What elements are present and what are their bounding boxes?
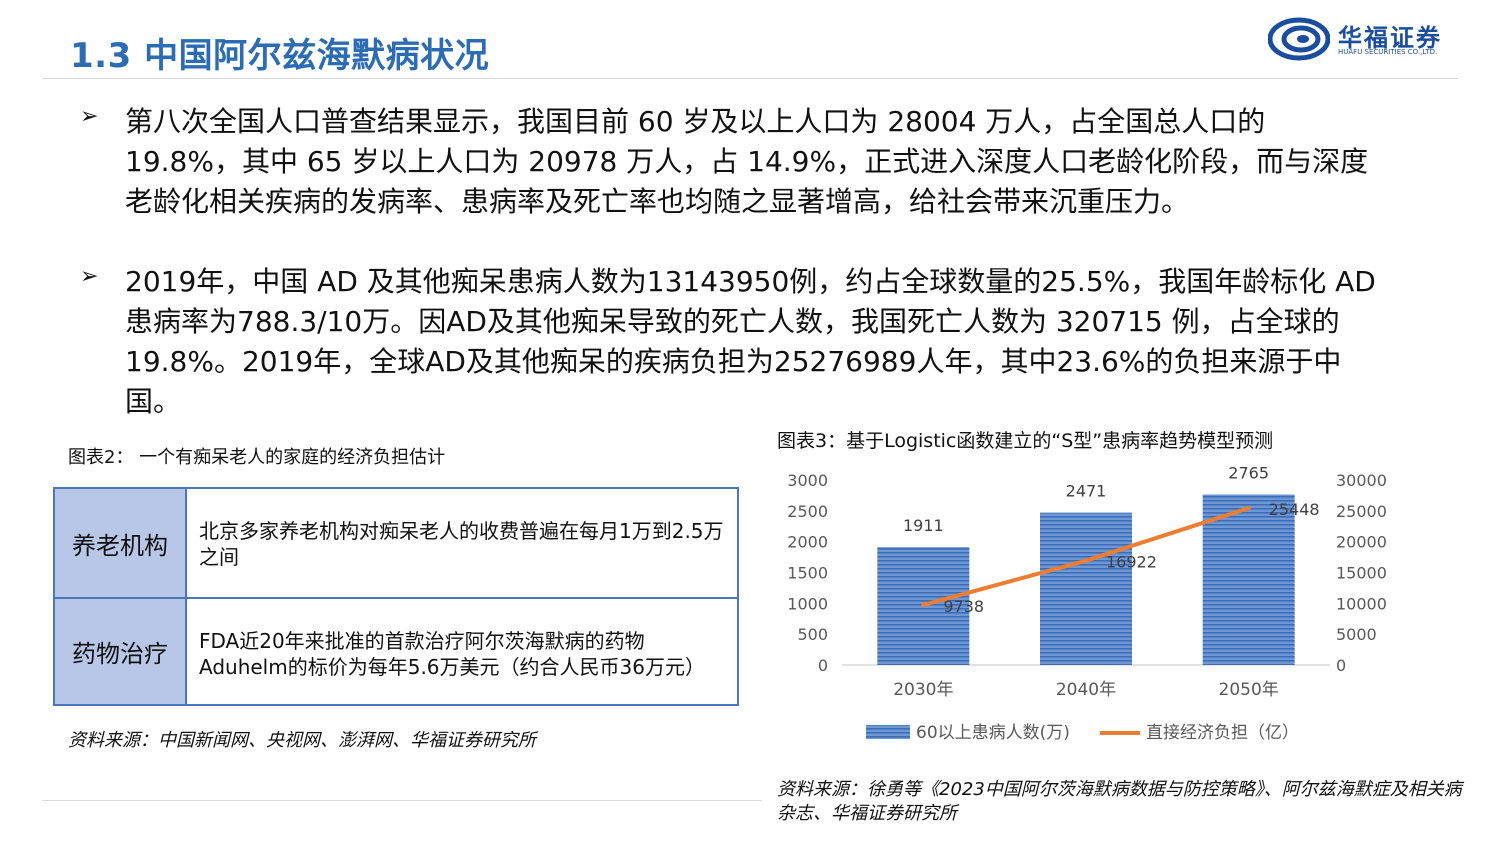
y-tick-label: 0	[818, 656, 828, 675]
figure2-caption: 图表2： 一个有痴呆老人的家庭的经济负担估计	[68, 447, 446, 468]
y-tick-label: 2000	[787, 533, 828, 552]
legend-bar-label: 60以上患病人数(万)	[916, 723, 1070, 743]
table-cell: FDA近20年来批准的首款治疗阿尔茨海默病的药物Aduhelm的标价为每年5.6…	[199, 629, 705, 679]
line-point	[1246, 506, 1251, 511]
company-logo: 华福证券 HUAFU SECURITIES CO.,LTD.	[1268, 16, 1468, 62]
page-title: 1.3 中国阿尔兹海默病状况	[70, 36, 490, 76]
figure2-source: 资料来源：中国新闻网、央视网、澎湃网、华福证券研究所	[68, 730, 536, 751]
figure3-caption: 图表3：基于Logistic函数建立的“S型”患病率趋势模型预测	[777, 430, 1274, 452]
x-tick-label: 2050年	[1219, 680, 1279, 700]
bar-data-label: 2471	[1066, 482, 1107, 501]
y-tick-label: 3000	[787, 471, 828, 490]
x-tick-label: 2030年	[893, 680, 953, 700]
figure3-source: 资料来源：徐勇等《2023中国阿尔茨海默病数据与防控策略》、阿尔兹海默症及相关病…	[777, 779, 1462, 824]
bar	[1202, 494, 1295, 665]
y2-tick-label: 30000	[1336, 471, 1387, 490]
legend-bar-swatch	[866, 725, 910, 739]
line-point	[1084, 558, 1088, 563]
bar	[1040, 512, 1132, 665]
line-data-label: 25448	[1269, 500, 1320, 519]
table-row-header: 药物治疗	[55, 599, 187, 704]
prevalence-chart: 0500100015002000250030000500010000150002…	[787, 463, 1387, 743]
y2-tick-label: 5000	[1336, 625, 1377, 644]
bar-data-label: 2765	[1228, 463, 1269, 482]
table-row: 养老机构 北京多家养老机构对痴呆老人的收费普遍在每月1万到2.5万之间	[55, 489, 737, 599]
logo-chinese-name: 华福证券	[1338, 24, 1442, 52]
logo-english-name: HUAFU SECURITIES CO.,LTD.	[1338, 48, 1438, 56]
line-data-label: 9738	[943, 597, 984, 616]
burden-table: 养老机构 北京多家养老机构对痴呆老人的收费普遍在每月1万到2.5万之间 药物治疗…	[53, 487, 739, 706]
bar-data-label: 1911	[903, 516, 944, 535]
table-row-header: 养老机构	[55, 489, 187, 597]
table-row: 药物治疗 FDA近20年来批准的首款治疗阿尔茨海默病的药物Aduhelm的标价为…	[55, 599, 737, 704]
legend-line-label: 直接经济负担（亿）	[1146, 723, 1299, 743]
bullet-arrow-icon: ➢	[80, 264, 99, 289]
y-tick-label: 1500	[787, 564, 828, 583]
table-cell: 北京多家养老机构对痴呆老人的收费普遍在每月1万到2.5万之间	[199, 519, 724, 569]
y-tick-label: 2500	[787, 502, 828, 521]
x-tick-label: 2040年	[1056, 680, 1116, 700]
footer-divider	[42, 800, 762, 801]
bullet-text: 第八次全国人口普查结果显示，我国目前 60 岁及以上人口为 28004 万人，占…	[125, 105, 1369, 218]
y2-tick-label: 15000	[1336, 564, 1387, 583]
y2-tick-label: 20000	[1336, 533, 1387, 552]
line-data-label: 16922	[1106, 553, 1157, 572]
y-tick-label: 1000	[787, 594, 828, 613]
y2-tick-label: 25000	[1336, 502, 1387, 521]
line-point	[921, 602, 926, 607]
logo-swirl-icon	[1268, 17, 1330, 61]
header-divider	[42, 78, 1458, 79]
bullet-text: 2019年，中国 AD 及其他痴呆患病人数为13143950例，约占全球数量的2…	[125, 265, 1376, 418]
y2-tick-label: 0	[1336, 656, 1346, 675]
y-tick-label: 500	[797, 625, 828, 644]
bullet-arrow-icon: ➢	[80, 104, 99, 129]
y2-tick-label: 10000	[1336, 594, 1387, 613]
